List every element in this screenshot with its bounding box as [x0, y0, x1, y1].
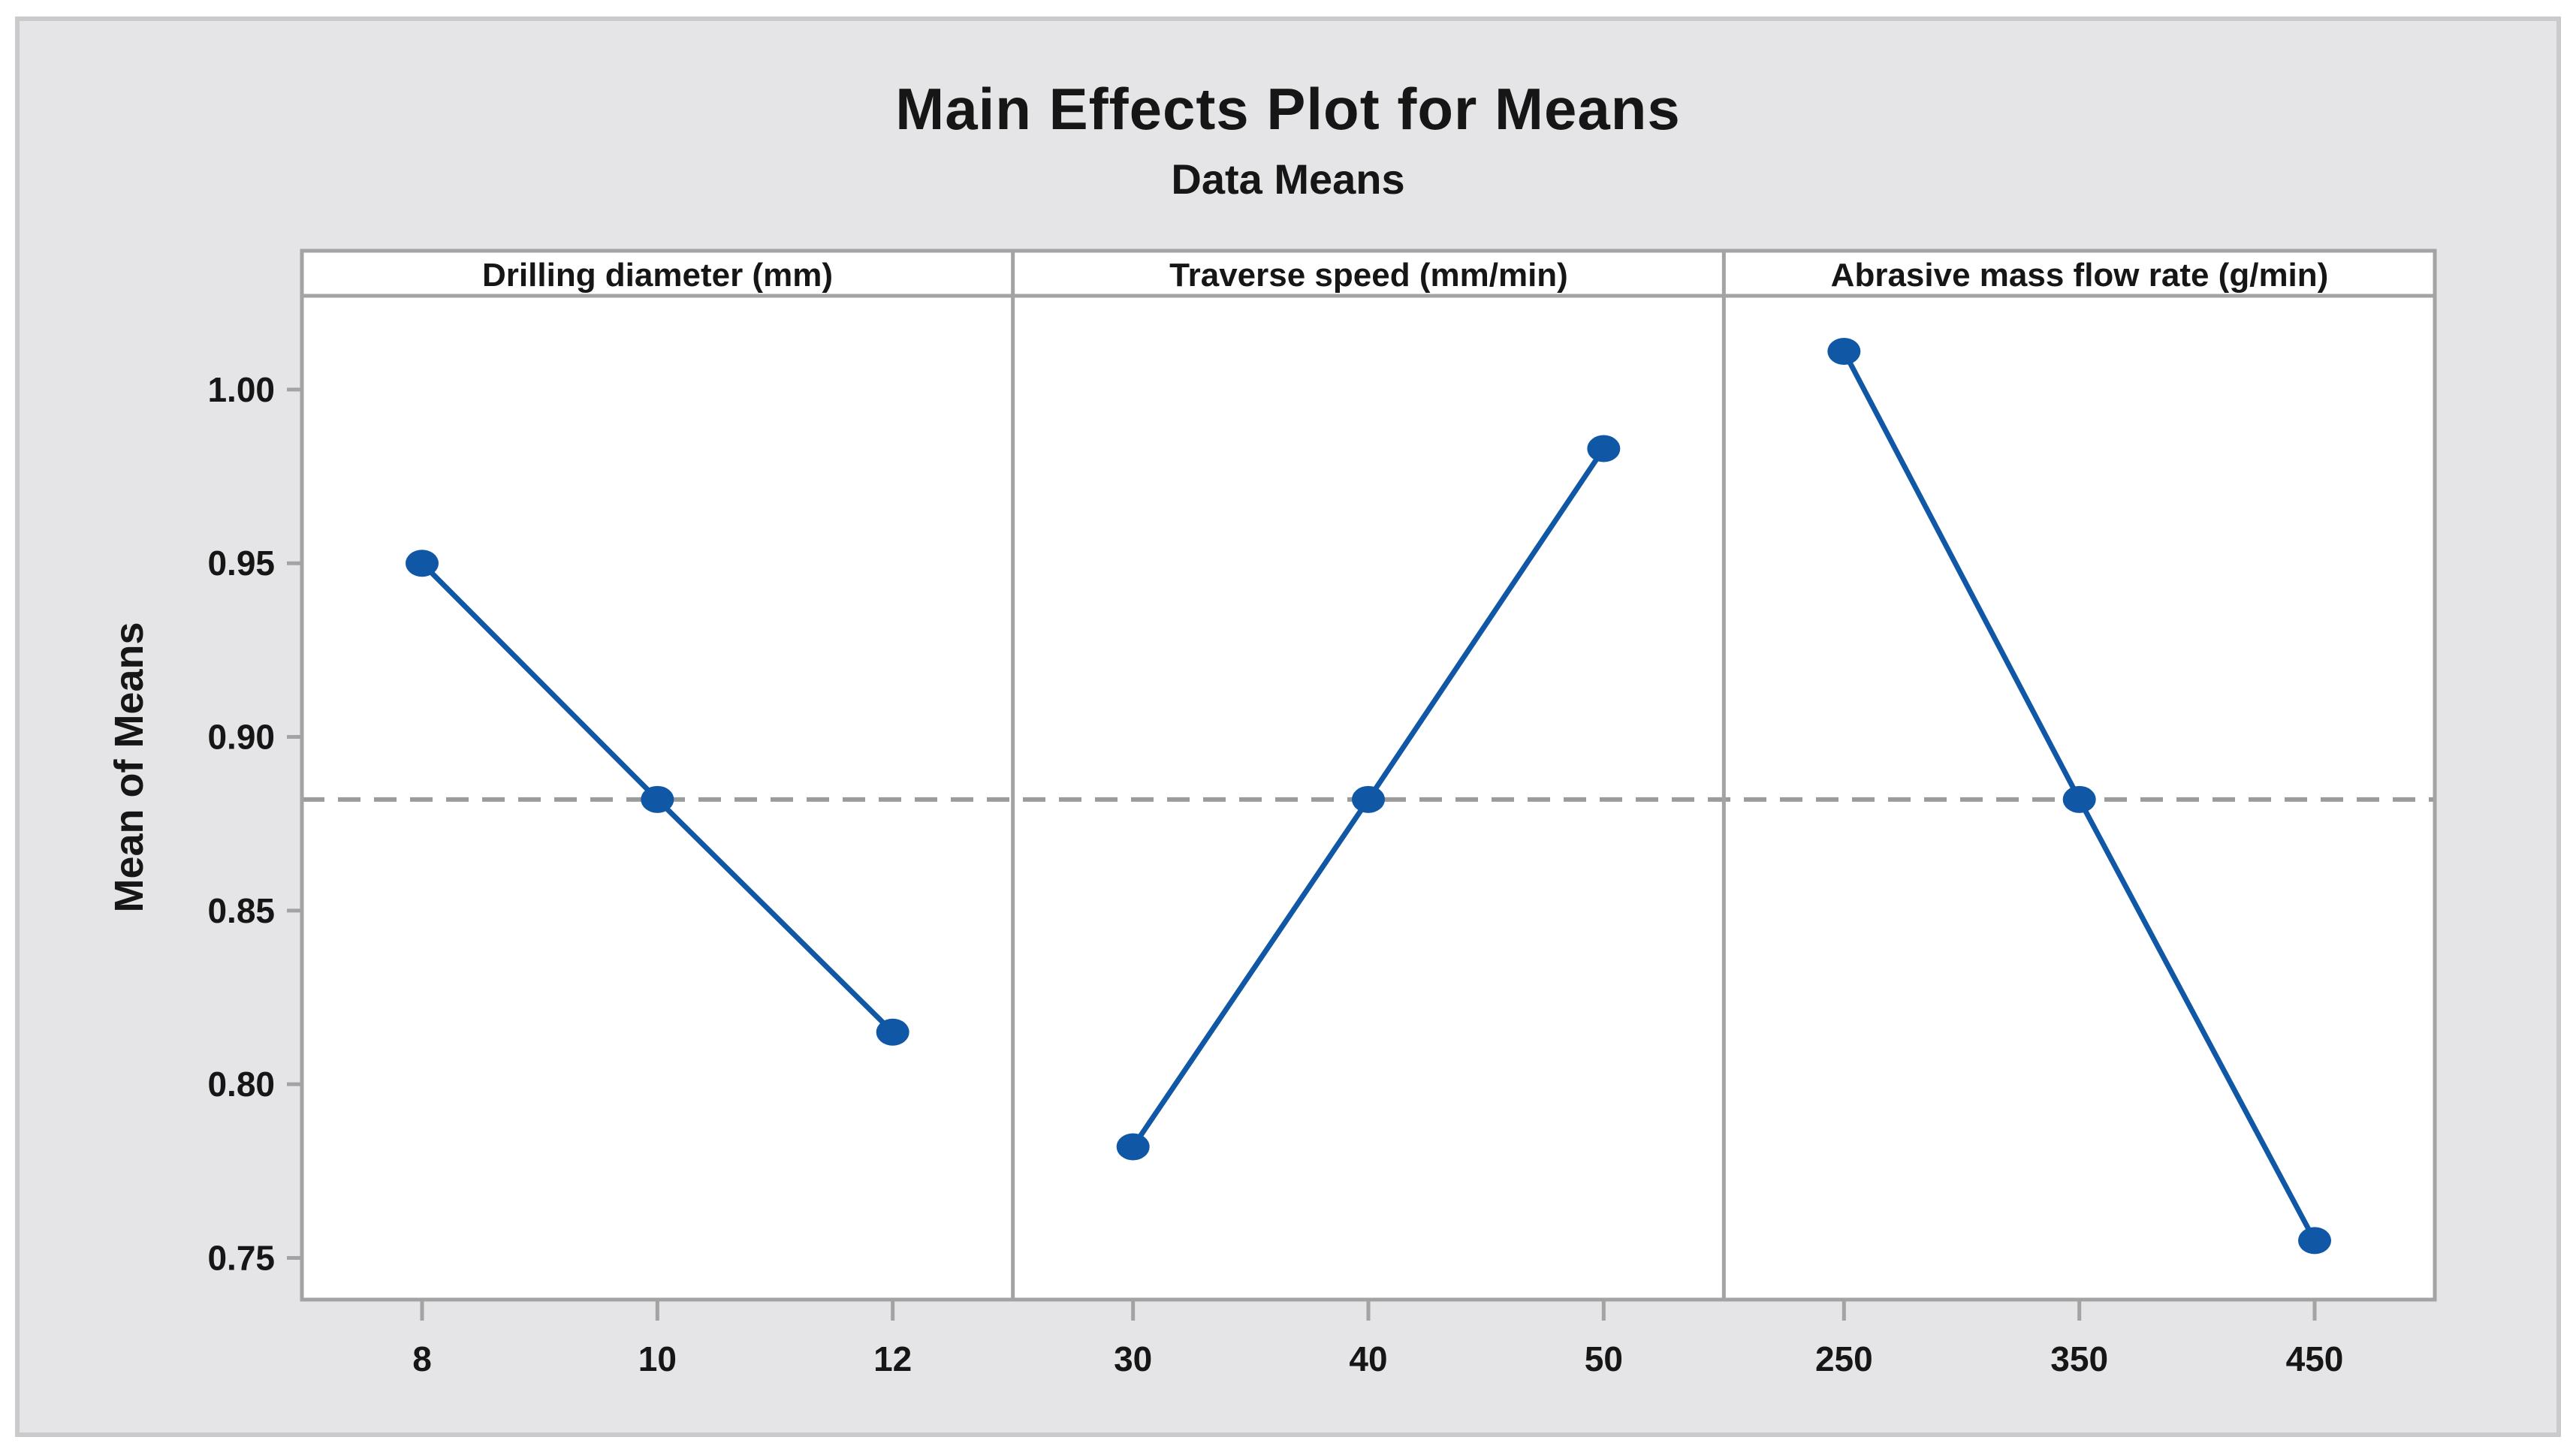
x-axis: 250 350 450 — [1815, 1300, 2343, 1378]
data-point-marker — [876, 1018, 909, 1046]
data-point-marker — [2062, 785, 2096, 813]
panel-header-drilling-diameter: Drilling diameter (mm) — [482, 257, 833, 294]
series-2 — [1116, 435, 1621, 1161]
x-axis: 30 40 50 — [1114, 1300, 1623, 1378]
x-tick-label: 250 — [1815, 1339, 1873, 1378]
y-tick-label: 0.75 — [207, 1238, 275, 1277]
data-point-marker — [1827, 338, 1861, 366]
y-axis: 1.00 0.95 0.90 0.85 0.80 0.75 — [207, 370, 302, 1277]
y-tick-label: 0.90 — [207, 718, 275, 757]
y-axis-title: Mean of Means — [107, 622, 152, 913]
plot-background — [302, 251, 2435, 1300]
y-tick-label: 0.80 — [207, 1065, 275, 1104]
panel-header-traverse-speed: Traverse speed (mm/min) — [1169, 257, 1568, 294]
series-1 — [406, 550, 909, 1046]
y-tick-label: 0.85 — [207, 891, 275, 930]
x-tick-label: 40 — [1349, 1339, 1387, 1378]
y-tick-label: 1.00 — [207, 370, 275, 409]
data-point-marker — [1352, 785, 1385, 813]
x-tick-label: 12 — [873, 1339, 912, 1378]
data-point-marker — [641, 785, 674, 813]
data-point-marker — [2298, 1227, 2331, 1255]
panel-header-abrasive-mass-flow-rate: Abrasive mass flow rate (g/min) — [1830, 257, 2329, 294]
x-tick-label: 8 — [412, 1339, 432, 1378]
chart-title: Main Effects Plot for Means — [895, 76, 1681, 142]
x-tick-label: 50 — [1585, 1339, 1623, 1378]
data-point-marker — [1587, 435, 1621, 462]
x-axis: 8 10 12 — [412, 1300, 912, 1378]
data-point-marker — [1116, 1133, 1150, 1161]
data-point-marker — [406, 550, 439, 577]
x-tick-label: 450 — [2286, 1339, 2344, 1378]
chart-subtitle: Data Means — [1171, 155, 1405, 203]
series-3 — [1827, 338, 2331, 1255]
x-tick-label: 10 — [638, 1339, 677, 1378]
x-tick-label: 350 — [2050, 1339, 2108, 1378]
y-tick-label: 0.95 — [207, 544, 275, 583]
x-tick-label: 30 — [1114, 1339, 1152, 1378]
